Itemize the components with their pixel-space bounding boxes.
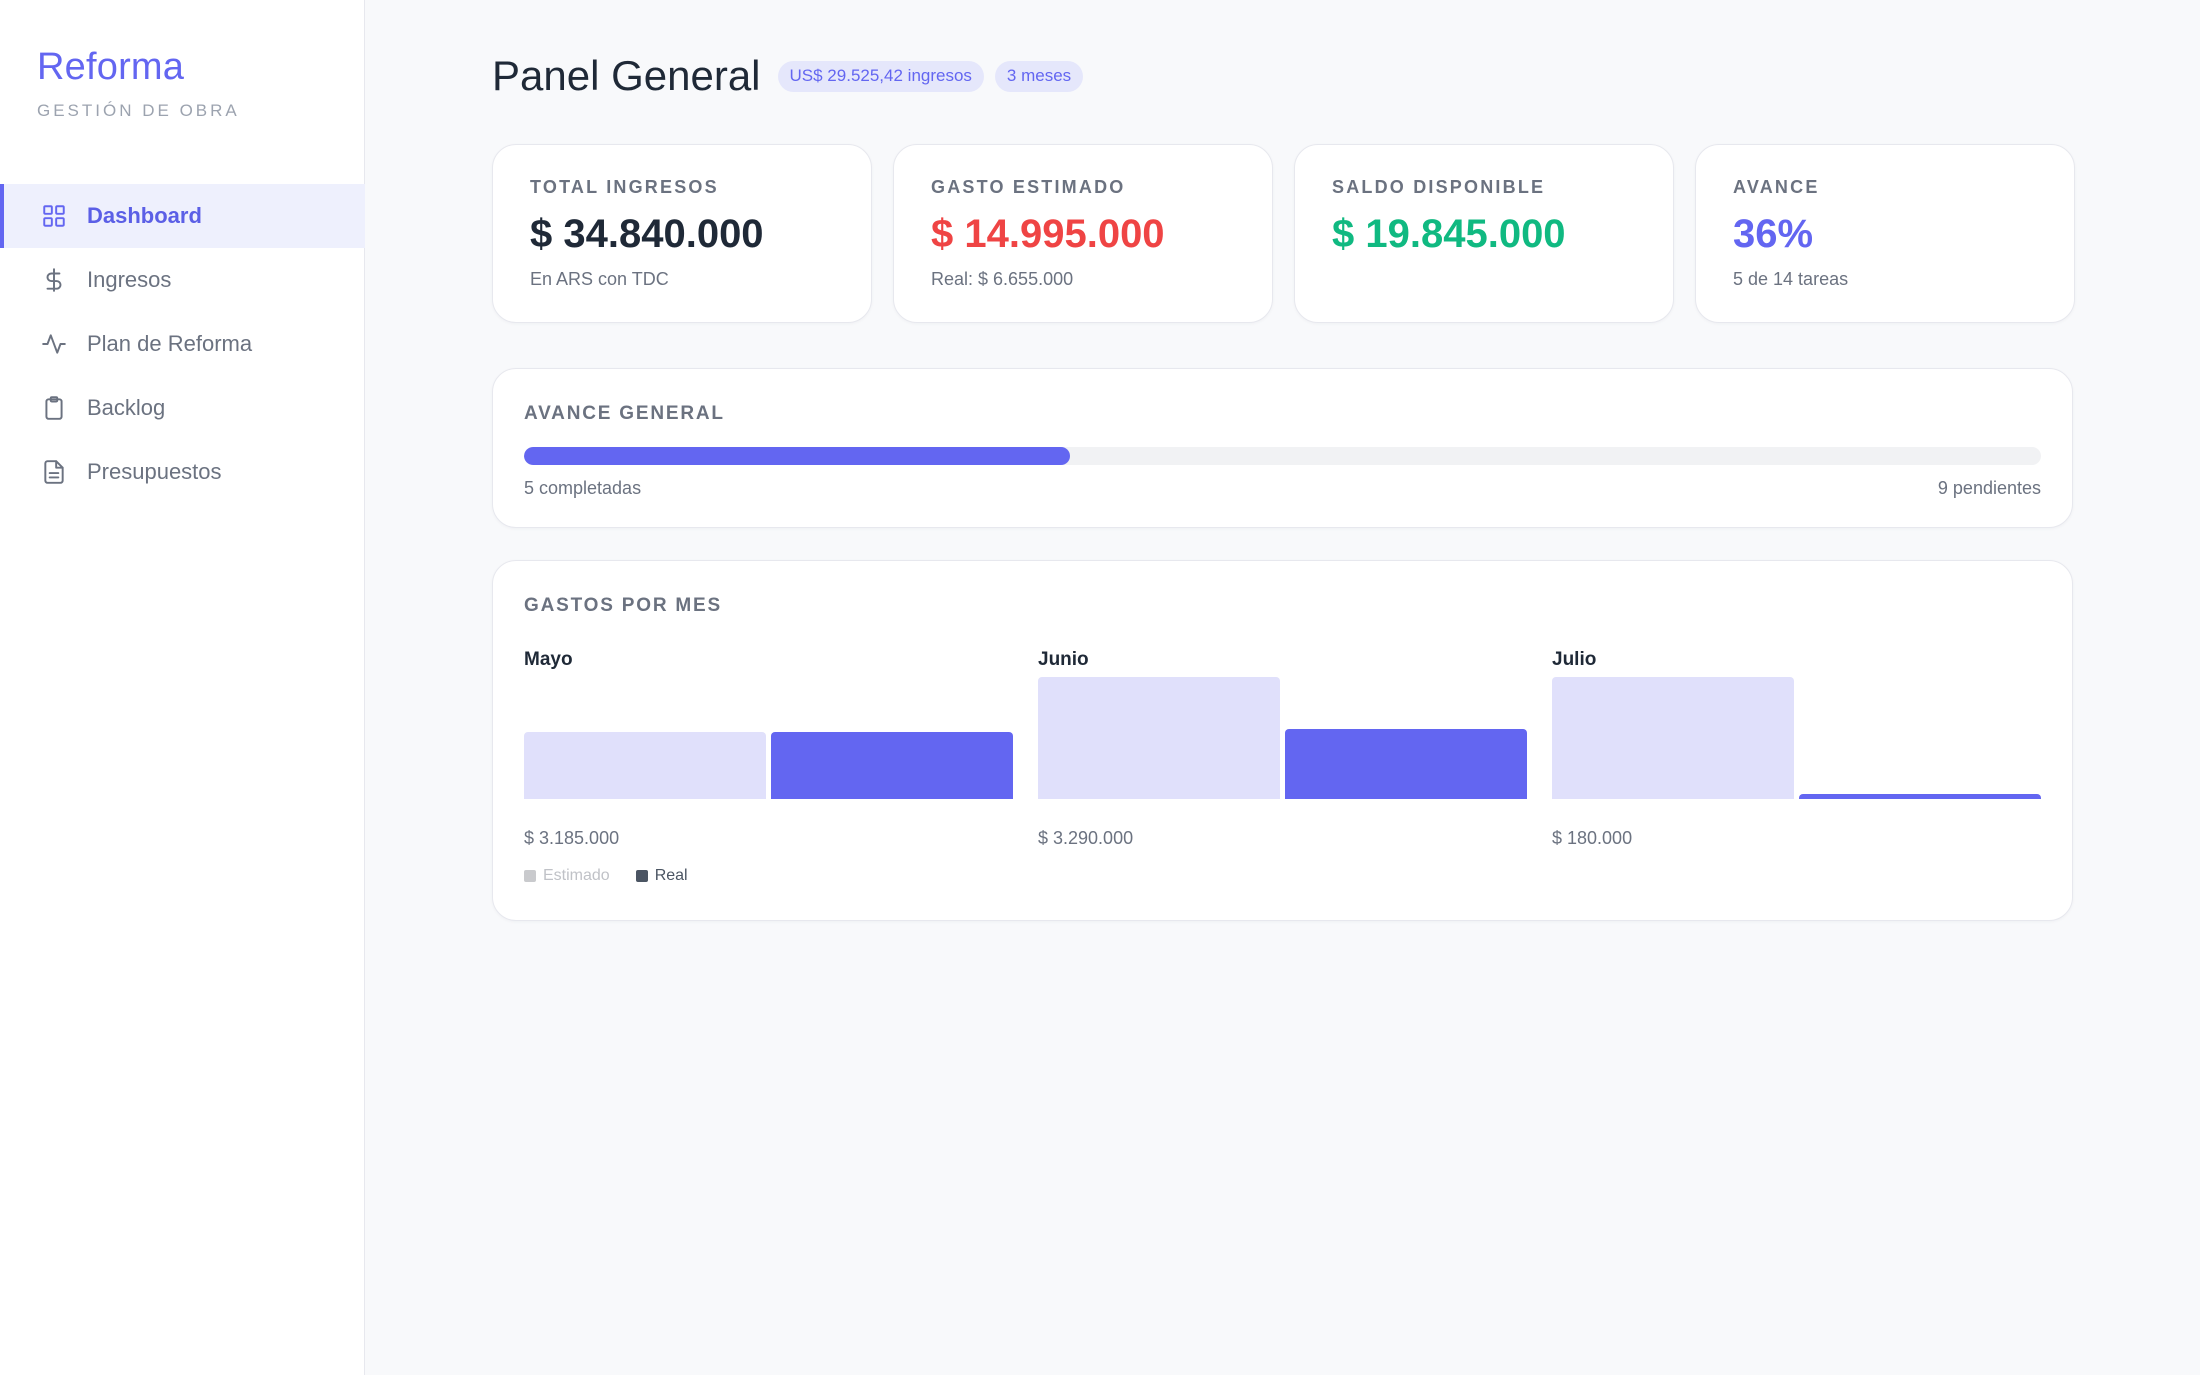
bar-real [1799, 794, 2041, 799]
legend-swatch-estimated [524, 870, 536, 882]
app-subtitle: GESTIÓN DE OBRA [37, 101, 240, 120]
month-bars [524, 677, 1013, 799]
completed-count: 5 completadas [524, 478, 642, 498]
stat-card-avance: AVANCE 36% 5 de 14 tareas [1695, 144, 2075, 323]
chart-title: GASTOS POR MES [524, 595, 722, 616]
sidebar-item-label: Backlog [87, 395, 166, 420]
clipboard-icon [40, 394, 68, 422]
progress-track [524, 447, 2041, 465]
sidebar-item-label: Plan de Reforma [87, 331, 253, 356]
bar-estimated [1552, 677, 1794, 799]
month-group: Mayo $ 3.185.000 [524, 649, 1013, 848]
stat-note: 5 de 14 tareas [1733, 269, 1849, 289]
month-label: Junio [1038, 649, 1089, 670]
months-badge: 3 meses [994, 60, 1084, 92]
month-total: $ 180.000 [1552, 828, 1633, 848]
sidebar-item-label: Dashboard [87, 203, 202, 228]
sidebar-item-label: Ingresos [87, 267, 172, 292]
legend-label-estimated: Estimado [543, 867, 610, 884]
progress-meta: 5 completadas 9 pendientes [524, 478, 2041, 499]
stat-note: En ARS con TDC [530, 269, 669, 289]
brand: Reforma GESTIÓN DE OBRA [37, 46, 240, 121]
month-group: Junio $ 3.290.000 [1038, 649, 1527, 848]
sidebar-item-presupuestos[interactable]: Presupuestos [0, 440, 365, 504]
income-badge: US$ 29.525,42 ingresos [777, 60, 984, 92]
page-title: Panel General [492, 52, 761, 99]
sidebar: Reforma GESTIÓN DE OBRA Dashboard Ingres… [0, 0, 365, 1375]
legend-estimated: Estimado [524, 867, 610, 885]
stat-note: Real: $ 6.655.000 [931, 269, 1074, 289]
page-header: Panel General US$ 29.525,42 ingresos 3 m… [492, 52, 1084, 100]
progress-fill [524, 447, 1071, 465]
stat-label: AVANCE [1733, 177, 1820, 197]
legend-swatch-real [635, 870, 648, 882]
activity-icon [40, 330, 68, 358]
month-label: Mayo [524, 649, 573, 670]
expenses-chart-card: GASTOS POR MES Mayo $ 3.185.000 Junio $ 3.2… [492, 560, 2073, 921]
overall-progress-card: AVANCE GENERAL 5 completadas 9 pendiente… [492, 368, 2073, 528]
sidebar-item-backlog[interactable]: Backlog [0, 376, 365, 440]
month-total: $ 3.290.000 [1038, 828, 1134, 848]
sidebar-item-dashboard[interactable]: Dashboard [0, 184, 365, 248]
stat-label: TOTAL INGRESOS [530, 177, 719, 197]
stat-card-saldo-disponible: SALDO DISPONIBLE $ 19.845.000 [1294, 144, 1674, 323]
stat-card-gasto-estimado: GASTO ESTIMADO $ 14.995.000 Real: $ 6.65… [893, 144, 1273, 323]
sidebar-nav: Dashboard Ingresos Plan de Reforma Backl… [0, 184, 365, 504]
chart-legend: Estimado Real [524, 867, 714, 885]
bar-real [1285, 729, 1527, 799]
stat-value: 36% [1733, 212, 1814, 256]
stat-label: SALDO DISPONIBLE [1332, 177, 1546, 197]
month-bars [1552, 677, 2041, 799]
grid-icon [40, 202, 68, 230]
stat-label: GASTO ESTIMADO [931, 177, 1126, 197]
bar-estimated [1038, 677, 1280, 799]
sidebar-item-plan-de-reforma[interactable]: Plan de Reforma [0, 312, 365, 376]
stat-value: $ 34.840.000 [530, 212, 764, 256]
legend-real: Real [635, 867, 688, 885]
month-total: $ 3.185.000 [524, 828, 620, 848]
pending-count: 9 pendientes [1937, 478, 2041, 498]
legend-label-real: Real [654, 867, 688, 884]
dollar-icon [40, 266, 68, 294]
app-title: Reforma [37, 46, 185, 88]
stat-value: $ 14.995.000 [931, 212, 1165, 256]
progress-title: AVANCE GENERAL [524, 403, 725, 424]
stat-card-total-ingresos: TOTAL INGRESOS $ 34.840.000 En ARS con T… [492, 144, 872, 323]
month-bars [1038, 677, 1527, 799]
month-group: Julio $ 180.000 [1552, 649, 2041, 848]
document-icon [40, 458, 68, 486]
bar-real [771, 732, 1013, 799]
month-label: Julio [1552, 649, 1597, 670]
bar-estimated [524, 732, 766, 799]
sidebar-item-ingresos[interactable]: Ingresos [0, 248, 365, 312]
sidebar-item-label: Presupuestos [87, 459, 222, 484]
stat-value: $ 19.845.000 [1332, 212, 1566, 256]
